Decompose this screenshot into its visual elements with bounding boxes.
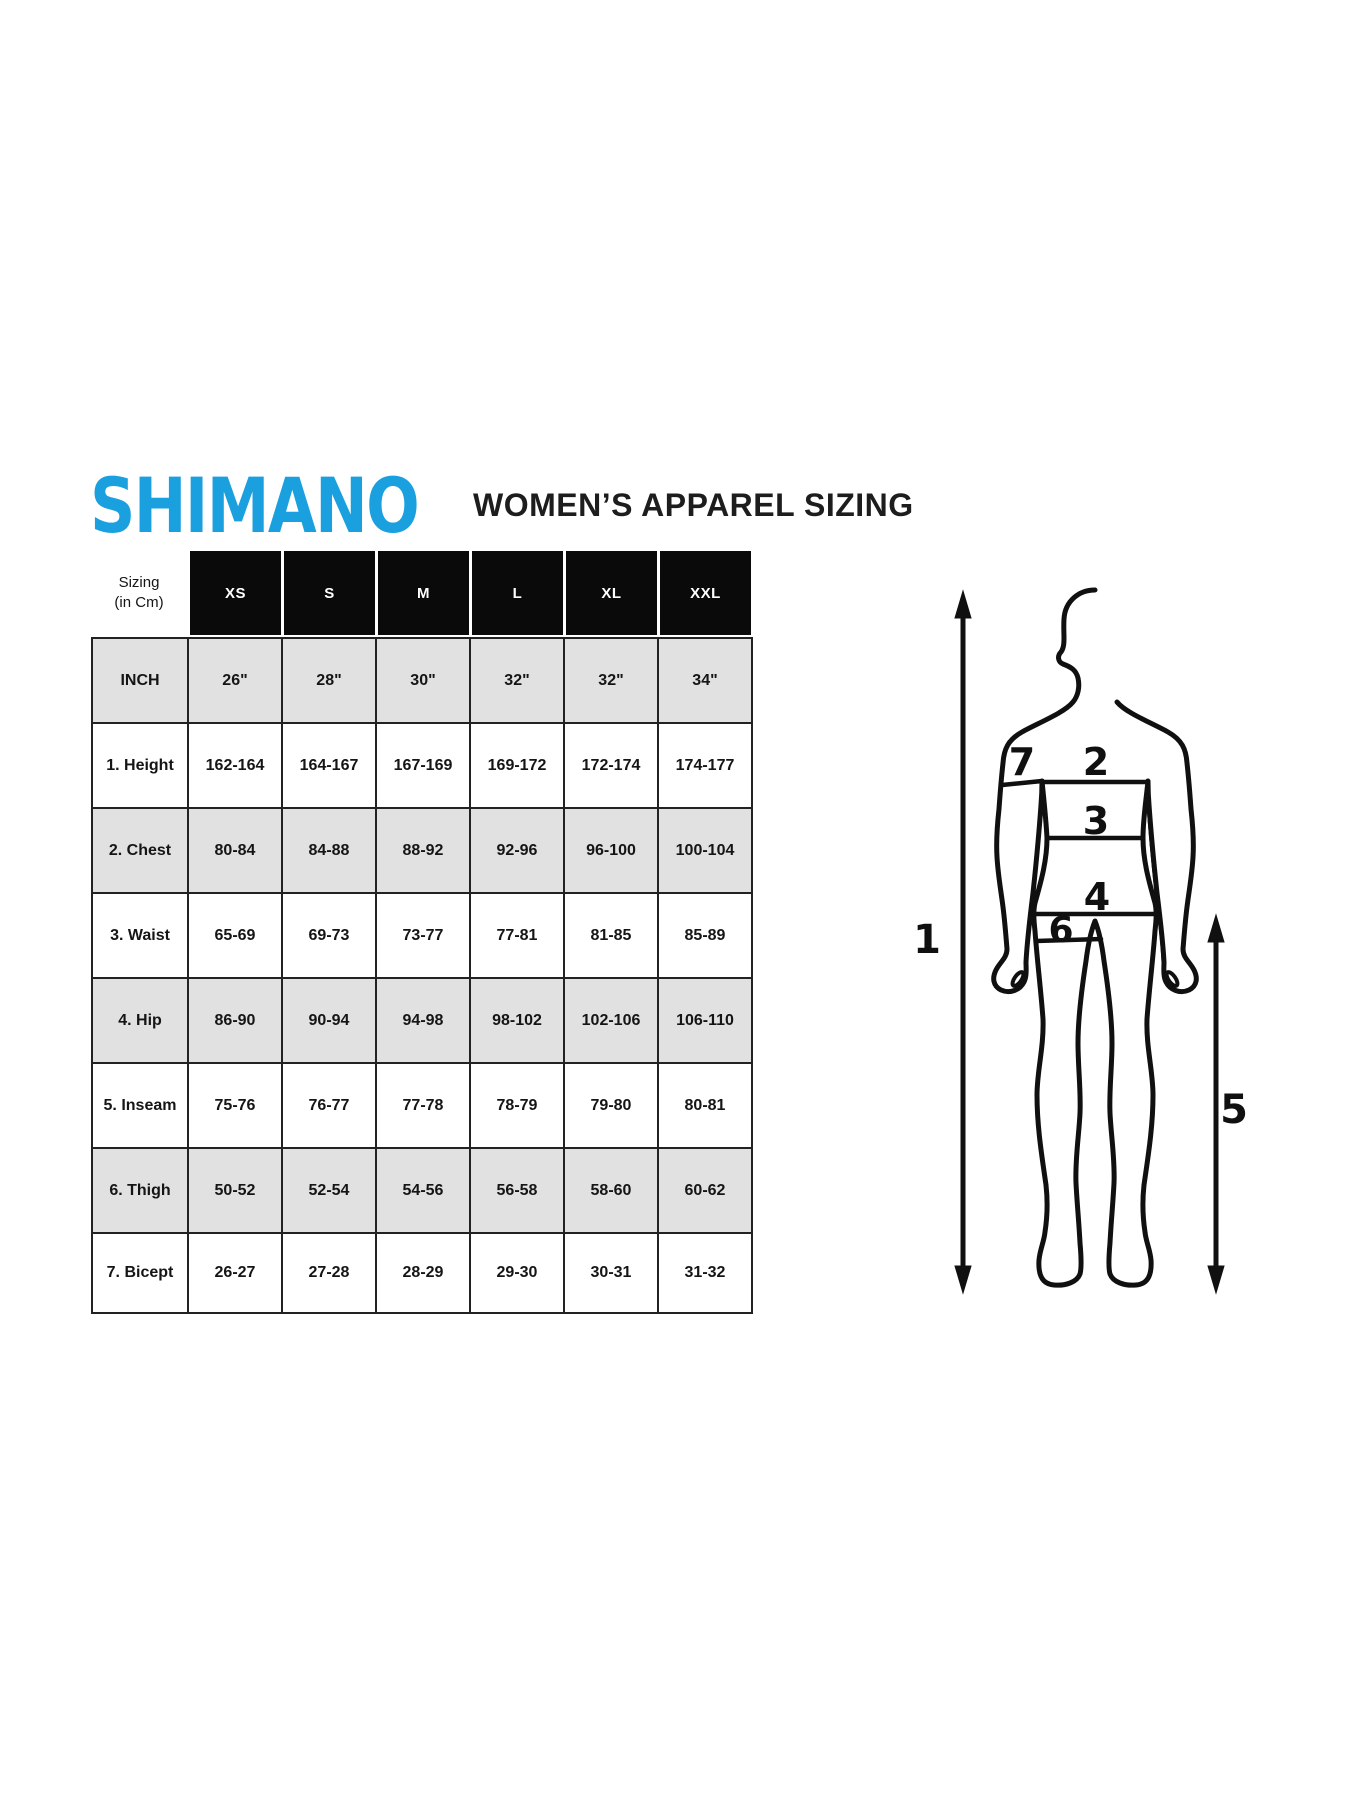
figure-label-waist: 3 <box>1083 799 1109 843</box>
size-value-xs: 50-52 <box>189 1149 283 1234</box>
size-value-xl: 58-60 <box>565 1149 659 1234</box>
size-value-m: 28-29 <box>377 1234 471 1314</box>
size-value-l: 78-79 <box>471 1064 565 1149</box>
size-value-xxl: 80-81 <box>659 1064 753 1149</box>
size-value-l: 92-96 <box>471 809 565 894</box>
size-value-xxl: 60-62 <box>659 1149 753 1234</box>
size-value-m: 94-98 <box>377 979 471 1064</box>
row-label: 5. Inseam <box>93 1064 189 1149</box>
corner-label-line2: (in Cm) <box>114 594 164 611</box>
size-value-l: 169-172 <box>471 724 565 809</box>
shimano-logo: SHIMANO <box>90 461 420 550</box>
size-value-m: 73-77 <box>377 894 471 979</box>
column-header-m: M <box>375 551 469 635</box>
size-value-xs: 26-27 <box>189 1234 283 1314</box>
size-value-m: 167-169 <box>377 724 471 809</box>
column-header-s: S <box>281 551 375 635</box>
corner-label-line1: Sizing <box>118 573 160 591</box>
size-value-xl: 81-85 <box>565 894 659 979</box>
row-label: INCH <box>93 639 189 724</box>
size-value-xl: 79-80 <box>565 1064 659 1149</box>
size-value-s: 90-94 <box>283 979 377 1064</box>
size-value-s: 84-88 <box>283 809 377 894</box>
size-value-xs: 80-84 <box>189 809 283 894</box>
size-value-s: 28" <box>283 639 377 724</box>
size-value-xl: 102-106 <box>565 979 659 1064</box>
row-label: 7. Bicept <box>93 1234 189 1314</box>
row-label: 2. Chest <box>93 809 189 894</box>
size-value-l: 77-81 <box>471 894 565 979</box>
size-value-xs: 26" <box>189 639 283 724</box>
table-corner-label: Sizing (in Cm) <box>91 551 187 635</box>
size-value-l: 29-30 <box>471 1234 565 1314</box>
size-value-xl: 172-174 <box>565 724 659 809</box>
size-guide-figure: 7 2 3 4 6 1 5 <box>913 587 1248 1295</box>
size-value-s: 76-77 <box>283 1064 377 1149</box>
size-value-xs: 75-76 <box>189 1064 283 1149</box>
left-thumb-mark <box>1010 970 1026 988</box>
size-value-xs: 86-90 <box>189 979 283 1064</box>
size-value-xl: 96-100 <box>565 809 659 894</box>
figure-label-thigh: 6 <box>1048 910 1073 951</box>
size-value-l: 56-58 <box>471 1149 565 1234</box>
column-header-xs: XS <box>187 551 281 635</box>
size-value-xxl: 174-177 <box>659 724 753 809</box>
size-value-xxl: 85-89 <box>659 894 753 979</box>
size-value-xs: 65-69 <box>189 894 283 979</box>
size-value-s: 164-167 <box>283 724 377 809</box>
right-arm-outline <box>1114 699 1199 995</box>
size-value-xs: 162-164 <box>189 724 283 809</box>
figure-label-inseam: 5 <box>1220 1087 1248 1133</box>
size-value-xxl: 31-32 <box>659 1234 753 1314</box>
row-label: 4. Hip <box>93 979 189 1064</box>
size-value-m: 88-92 <box>377 809 471 894</box>
sizing-table: INCH 26" 28" 30" 32" 32" 34" 1. Height 162-164 16… <box>91 637 753 1314</box>
size-value-m: 77-78 <box>377 1064 471 1149</box>
size-value-xxl: 34" <box>659 639 753 724</box>
page-title: WOMEN’S APPAREL SIZING <box>473 487 914 523</box>
figure-label-height: 1 <box>913 917 941 963</box>
column-header-l: L <box>469 551 563 635</box>
thigh-measure-line <box>1033 936 1104 944</box>
bicep-measure-line <box>999 778 1045 788</box>
figure-label-bicep: 7 <box>1009 740 1035 784</box>
size-value-m: 54-56 <box>377 1149 471 1234</box>
size-value-s: 69-73 <box>283 894 377 979</box>
size-value-xl: 32" <box>565 639 659 724</box>
size-value-l: 98-102 <box>471 979 565 1064</box>
figure-label-chest: 2 <box>1083 740 1109 784</box>
size-value-s: 27-28 <box>283 1234 377 1314</box>
right-thumb-mark <box>1164 970 1180 988</box>
size-value-s: 52-54 <box>283 1149 377 1234</box>
size-value-l: 32" <box>471 639 565 724</box>
row-label: 1. Height <box>93 724 189 809</box>
row-label: 6. Thigh <box>93 1149 189 1234</box>
size-value-xxl: 106-110 <box>659 979 753 1064</box>
figure-label-hip: 4 <box>1084 875 1110 919</box>
size-value-xxl: 100-104 <box>659 809 753 894</box>
column-header-xl: XL <box>563 551 657 635</box>
inseam-arrow <box>1207 913 1225 1295</box>
size-value-xl: 30-31 <box>565 1234 659 1314</box>
column-header-xxl: XXL <box>657 551 751 635</box>
row-label: 3. Waist <box>93 894 189 979</box>
size-table-header: Sizing (in Cm) XS S M L XL XXL <box>91 551 751 635</box>
size-value-m: 30" <box>377 639 471 724</box>
height-arrow <box>954 589 972 1295</box>
